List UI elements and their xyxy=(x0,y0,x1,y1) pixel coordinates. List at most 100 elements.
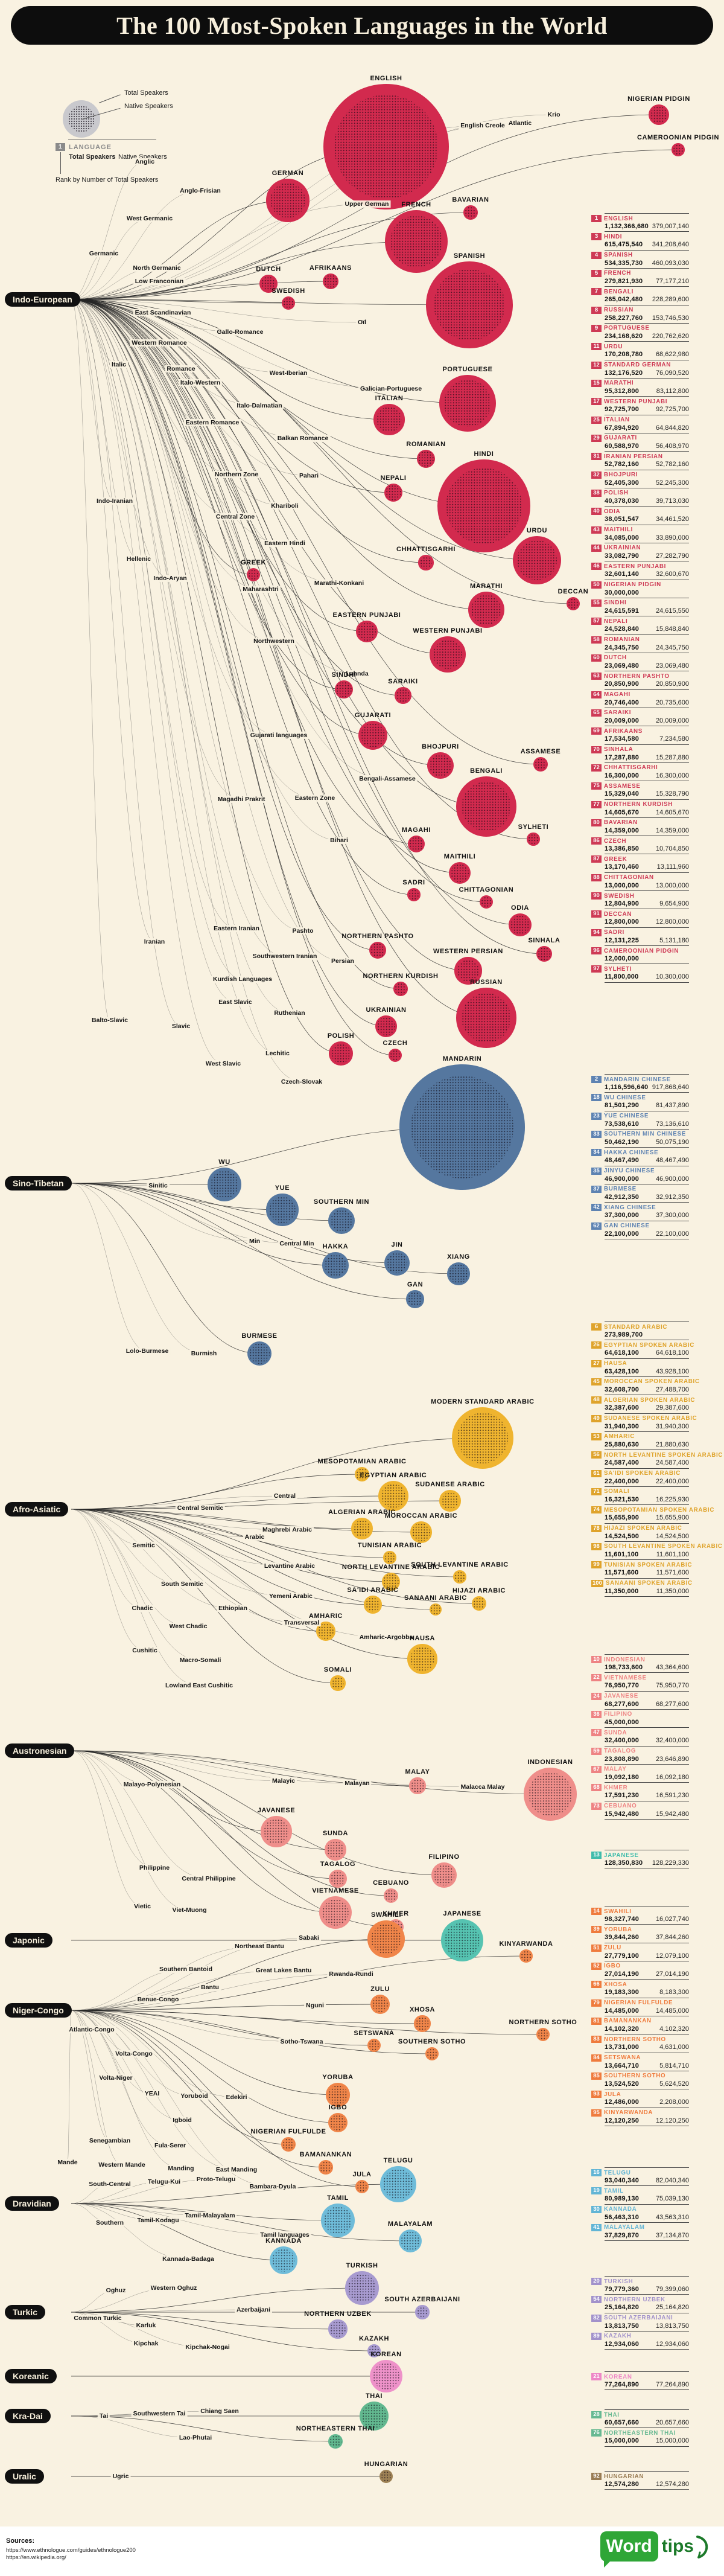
list-row: 65 SARAIKI 20,009,000 20,009,000 xyxy=(591,707,689,726)
rank-badge: 21 xyxy=(591,2373,602,2380)
bubble-label: EASTERN PUNJABI xyxy=(332,612,401,619)
language-name: ITALIAN xyxy=(604,417,630,424)
ranking-list: 28 THAI 60,657,660 20,657,660 76 NORTHEASTERN… xyxy=(591,2409,689,2447)
language-name: IGBO xyxy=(604,1963,621,1970)
branch-label: Yemeni Arabic xyxy=(267,1593,314,1600)
list-row: 74 MESOPOTAMIAN SPOKEN ARABIC 15,655,900 15… xyxy=(591,1504,714,1523)
language-name: TELUGU xyxy=(604,2169,631,2176)
legend-native-label: Native Speakers xyxy=(124,103,173,110)
language-name: SOUTHERN SOTHO xyxy=(604,2073,666,2080)
rank-badge: 32 xyxy=(591,471,602,479)
bubble-speckle xyxy=(430,1604,441,1615)
language-name: BURMESE xyxy=(604,1186,637,1193)
list-row: 100 SANAANI SPOKEN ARABIC 11,350,000 11,350… xyxy=(591,1577,692,1596)
bubble-speckle xyxy=(461,781,512,832)
total-speakers: 12,131,225 xyxy=(605,936,640,944)
branch-label: Macro-Somali xyxy=(177,1657,223,1664)
bubble-speckle xyxy=(330,1209,353,1232)
total-speakers: 534,335,730 xyxy=(605,259,643,267)
language-name: HAUSA xyxy=(604,1360,627,1367)
list-row: 17 WESTERN PUNJABI 92,725,700 92,725,700 xyxy=(591,396,689,414)
language-bubble xyxy=(328,1869,348,1888)
native-speakers: 15,655,900 xyxy=(655,1514,689,1522)
branch-label: Western Mande xyxy=(97,2161,147,2169)
bubble-speckle xyxy=(261,276,276,292)
total-speakers: 73,538,610 xyxy=(605,1120,640,1128)
language-name: SPANISH xyxy=(604,252,633,259)
branch-label: Common Turkic xyxy=(72,2315,124,2322)
rank-badge: 14 xyxy=(591,1908,602,1915)
bubble-speckle xyxy=(411,1076,513,1178)
branch-label: Semitic xyxy=(130,1542,157,1549)
row-divider xyxy=(605,945,689,947)
bubble-speckle xyxy=(673,144,684,155)
total-speakers: 76,950,770 xyxy=(605,1682,640,1690)
language-bubble xyxy=(375,1015,397,1037)
language-bubble xyxy=(351,1518,373,1539)
rank-badge: 23 xyxy=(591,1112,602,1120)
total-speakers: 24,528,840 xyxy=(605,625,640,633)
row-divider xyxy=(605,1202,689,1203)
language-bubble xyxy=(649,104,669,125)
branch-label: Eastern Zone xyxy=(293,794,337,802)
rank-badge: 81 xyxy=(591,2017,602,2025)
native-speakers: 9,654,900 xyxy=(659,900,689,908)
native-speakers: 4,631,000 xyxy=(659,2044,689,2051)
rank-badge: 99 xyxy=(591,1561,602,1569)
bubble-label: MAGAHI xyxy=(401,826,431,834)
language-name: HIJAZI SPOKEN ARABIC xyxy=(604,1525,682,1532)
title-bar: The 100 Most-Spoken Languages in the Wor… xyxy=(11,6,713,45)
branch-label: Central Min xyxy=(278,1240,316,1247)
language-name: STANDARD GERMAN xyxy=(604,362,672,369)
family-pill: Dravidian xyxy=(5,2196,59,2211)
rank-badge: 91 xyxy=(591,910,602,918)
language-name: FRENCH xyxy=(604,270,632,277)
branch-label: Czech-Slovak xyxy=(279,1078,325,1085)
native-speakers: 64,618,100 xyxy=(655,1349,689,1357)
row-divider xyxy=(605,2276,689,2277)
bubble-speckle xyxy=(334,95,438,199)
language-name: VIETNAMESE xyxy=(604,1674,647,1681)
language-name: NORTH LEVANTINE SPOKEN ARABIC xyxy=(604,1451,723,1459)
bubble-speckle xyxy=(249,1343,270,1364)
bubble-speckle xyxy=(408,889,419,900)
language-bubble xyxy=(385,210,448,273)
bubble-label: ODIA xyxy=(511,904,529,912)
native-speakers: 34,461,520 xyxy=(655,516,689,523)
language-bubble xyxy=(319,1896,352,1929)
branch-label: Tamil languages xyxy=(258,2231,311,2239)
list-row: 56 NORTH LEVANTINE SPOKEN ARABIC 24,587,40… xyxy=(591,1449,723,1468)
bubble-label: HAUSA xyxy=(409,1635,436,1643)
language-name: HAKKA CHINESE xyxy=(604,1149,659,1156)
branch-label: Balto-Slavic xyxy=(89,1017,130,1024)
language-name: INDONESIAN xyxy=(604,1656,646,1663)
bubble-label: INDONESIAN xyxy=(527,1759,573,1766)
language-name: JINYU CHINESE xyxy=(604,1168,655,1175)
native-speakers: 20,735,600 xyxy=(655,698,689,706)
language-bubble xyxy=(410,1521,432,1543)
bubble-speckle xyxy=(441,1492,459,1510)
rank-badge: 50 xyxy=(591,581,602,589)
bubble-label: BENGALI xyxy=(470,767,503,775)
list-row: 40 ODIA 38,051,547 34,461,520 xyxy=(591,506,689,524)
row-divider xyxy=(605,2330,689,2332)
row-divider xyxy=(605,1376,689,1377)
rank-badge: 75 xyxy=(591,782,602,790)
language-bubble xyxy=(415,2305,430,2319)
branch-label: Ugric xyxy=(110,2473,131,2480)
bubble-speckle xyxy=(444,380,491,427)
bubble-label: JAVANESE xyxy=(257,1807,296,1815)
total-speakers: 32,608,700 xyxy=(605,1385,640,1393)
language-bubble xyxy=(512,535,562,585)
total-speakers: 52,405,300 xyxy=(605,479,640,487)
bubble-label: ASSAMESE xyxy=(520,747,561,755)
rank-badge: 68 xyxy=(591,1784,602,1792)
branch-label: Gallo-Romance xyxy=(215,328,265,336)
native-speakers: 8,183,300 xyxy=(659,1989,689,1996)
language-name: ODIA xyxy=(604,508,621,515)
bubble-label: SYLHETI xyxy=(518,823,549,831)
total-speakers: 37,300,000 xyxy=(605,1212,640,1219)
bubble-label: NEPALI xyxy=(380,474,407,482)
native-speakers: 43,928,100 xyxy=(655,1367,689,1375)
language-bubble xyxy=(414,2015,431,2032)
